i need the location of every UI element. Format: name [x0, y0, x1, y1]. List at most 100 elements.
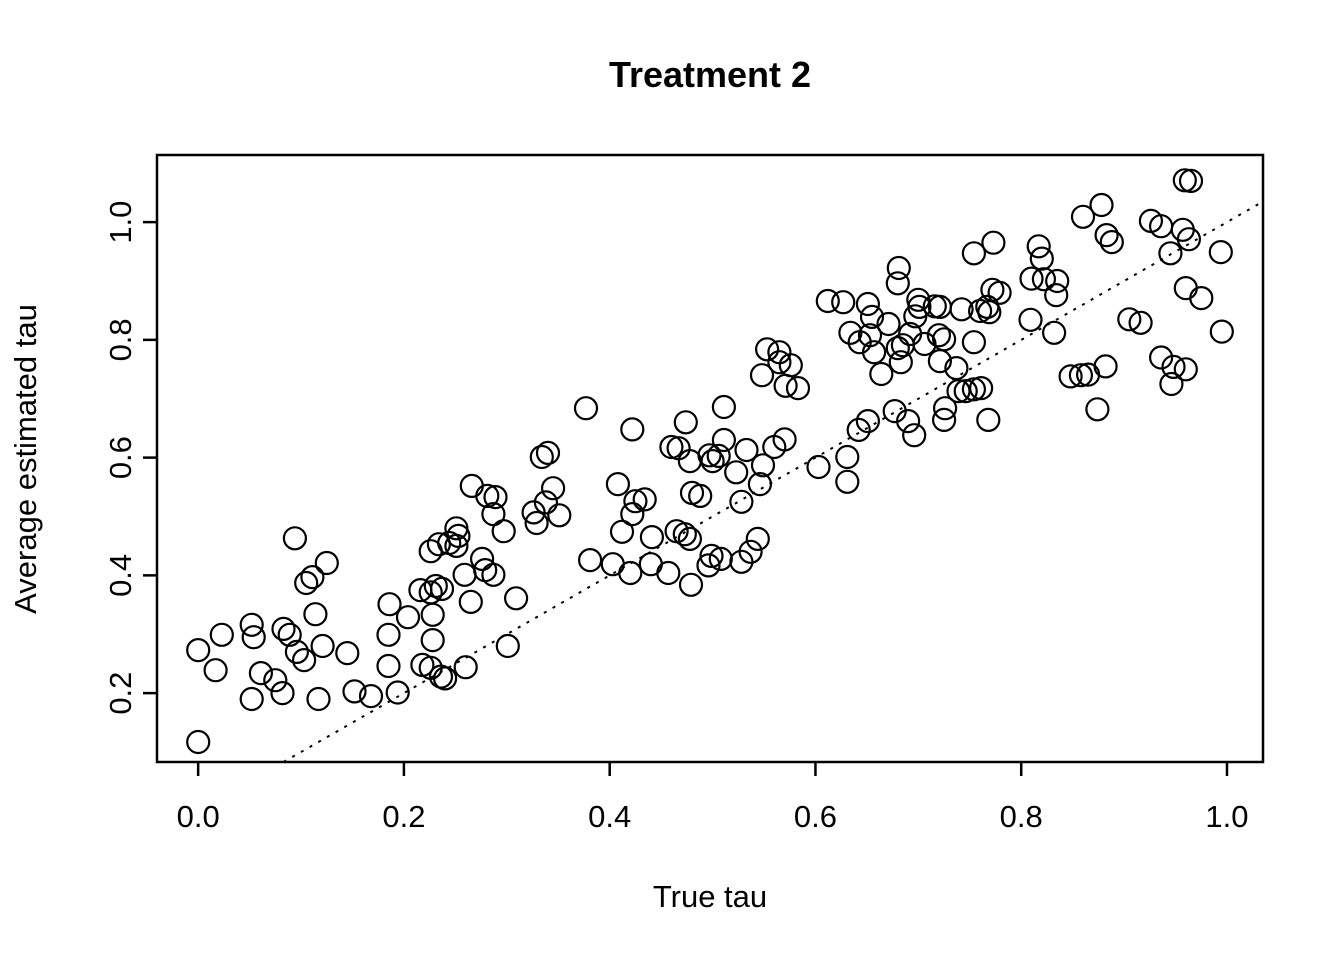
data-point [711, 394, 737, 420]
data-point [677, 526, 703, 552]
data-point [968, 376, 994, 401]
data-point [876, 311, 901, 337]
data-point [408, 577, 433, 603]
data-point [186, 637, 211, 663]
data-point [855, 409, 881, 434]
data-point [1173, 357, 1198, 382]
data-point [620, 501, 645, 527]
x-axis-tick-label: 0.4 [588, 799, 631, 834]
data-point [1026, 234, 1051, 259]
data-point [961, 377, 987, 402]
data-point [1031, 267, 1057, 292]
data-points [186, 168, 1234, 755]
data-point [688, 483, 713, 508]
data-point [503, 586, 529, 611]
x-axis-tick-label: 0.0 [177, 799, 220, 834]
data-point [745, 526, 770, 552]
data-point [1158, 241, 1183, 266]
data-point [342, 679, 367, 704]
data-point [203, 658, 228, 683]
data-point [961, 330, 987, 355]
data-point [529, 444, 554, 470]
data-point [1019, 266, 1044, 291]
data-point [659, 434, 684, 460]
y-axis-ticks: 0.2 0.4 0.6 0.8 1.0 [103, 201, 157, 715]
data-point [912, 331, 937, 357]
data-point [961, 241, 987, 266]
data-point [282, 526, 307, 551]
data-point [420, 627, 445, 653]
data-point [724, 460, 749, 485]
data-point [459, 473, 484, 498]
data-point [838, 320, 863, 345]
data-point [481, 501, 506, 527]
data-point [859, 304, 885, 329]
data-point [1089, 192, 1114, 218]
y-axis-label: Average estimated tau [8, 304, 43, 614]
data-point [857, 323, 883, 348]
data-point [1093, 354, 1118, 379]
data-point [1128, 310, 1153, 335]
data-point [306, 686, 331, 712]
data-point [785, 376, 811, 401]
data-point [903, 304, 928, 329]
x-axis-tick-label: 1.0 [1205, 799, 1248, 834]
data-point [806, 454, 831, 480]
data-point [906, 287, 931, 312]
data-point [855, 291, 881, 317]
chart-title: Treatment 2 [609, 54, 811, 95]
data-point [491, 519, 516, 544]
data-point [452, 562, 477, 587]
data-point [303, 602, 328, 627]
data-point [885, 271, 910, 296]
data-point [835, 444, 860, 470]
data-point [815, 288, 840, 314]
data-point [656, 560, 681, 586]
data-point [1094, 223, 1119, 248]
data-point [426, 532, 451, 557]
data-point [987, 280, 1012, 305]
data-point [573, 396, 599, 421]
data-point [1041, 320, 1067, 345]
data-point [535, 440, 561, 465]
data-point [600, 552, 625, 577]
data-point [444, 533, 469, 559]
data-point [277, 622, 302, 647]
data-point [524, 510, 549, 536]
data-point [1044, 283, 1069, 308]
data-point [475, 483, 500, 508]
data-point [521, 500, 546, 525]
data-point [1148, 345, 1174, 370]
data-point [609, 519, 635, 544]
data-point [577, 547, 603, 573]
data-point [314, 550, 339, 576]
data-point [310, 633, 335, 659]
data-point [953, 379, 978, 404]
data-point [754, 337, 780, 362]
data-point [869, 361, 894, 387]
data-point [729, 489, 754, 514]
data-point [209, 622, 234, 647]
data-point [1029, 246, 1054, 271]
y-axis-tick-label: 0.4 [103, 554, 138, 597]
data-point [263, 668, 288, 693]
y-axis-tick-label: 0.6 [103, 436, 138, 479]
data-point [418, 539, 443, 564]
data-point [547, 503, 572, 528]
data-point [623, 489, 648, 514]
data-point [1085, 397, 1110, 422]
data-point [632, 487, 657, 512]
data-point [481, 562, 506, 587]
data-point [932, 396, 958, 421]
data-point [420, 602, 445, 627]
data-point [678, 572, 704, 597]
data-point [902, 423, 927, 448]
data-point [418, 580, 443, 605]
data-point [239, 612, 264, 637]
plot-box [155, 153, 1265, 764]
data-point [1176, 227, 1202, 252]
y-axis-tick-label: 0.2 [103, 672, 138, 715]
data-point [1173, 276, 1198, 301]
